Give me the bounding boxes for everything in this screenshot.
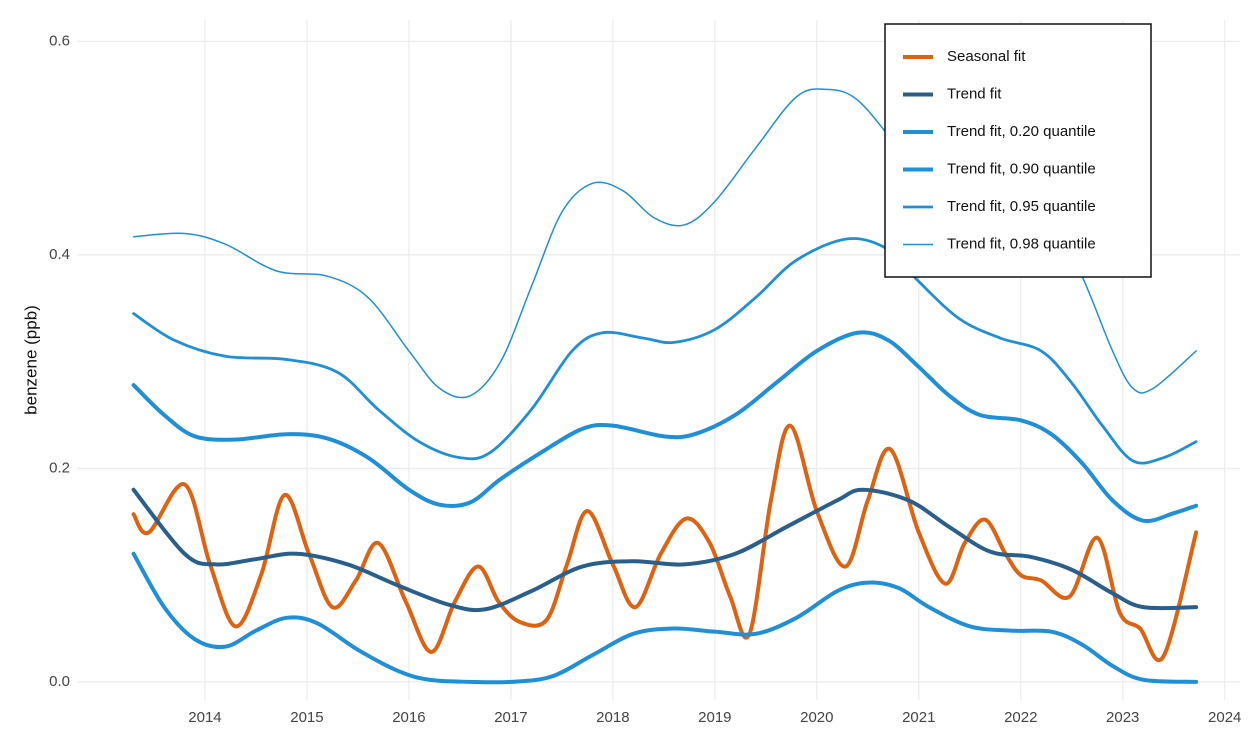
x-tick-label: 2022 xyxy=(1004,709,1037,726)
series-line xyxy=(131,330,1199,524)
legend-label: Seasonal fit xyxy=(947,48,1026,65)
legend: Seasonal fit Trend fit Trend fit, 0.20 qua… xyxy=(884,23,1152,278)
legend-label: Trend fit xyxy=(947,85,1002,102)
legend-label: Trend fit, 0.90 quantile xyxy=(947,160,1096,177)
series-line xyxy=(131,551,1199,685)
y-tick-label: 0.6 xyxy=(49,32,70,49)
y-axis-title: benzene (ppb) xyxy=(21,305,40,415)
y-tick-label: 0.2 xyxy=(49,459,70,476)
y-tick-label: 0.0 xyxy=(49,673,70,690)
x-tick-label: 2019 xyxy=(698,709,731,726)
series-line xyxy=(131,487,1199,613)
x-tick-label: 2016 xyxy=(392,709,425,726)
x-tick-label: 2018 xyxy=(596,709,629,726)
x-tick-label: 2024 xyxy=(1208,709,1241,726)
x-tick-label: 2020 xyxy=(800,709,833,726)
series-line xyxy=(131,423,1199,663)
x-tick-label: 2017 xyxy=(494,709,527,726)
legend-label: Trend fit, 0.20 quantile xyxy=(947,123,1096,140)
x-tick-label: 2021 xyxy=(902,709,935,726)
y-tick-label: 0.4 xyxy=(49,246,70,263)
series-line xyxy=(132,237,1198,465)
legend-label: Trend fit, 0.95 quantile xyxy=(947,198,1096,215)
legend-label: Trend fit, 0.98 quantile xyxy=(947,235,1096,252)
legend-box xyxy=(884,23,1152,278)
x-tick-label: 2014 xyxy=(188,709,221,726)
x-tick-label: 2023 xyxy=(1106,709,1139,726)
x-tick-label: 2015 xyxy=(290,709,323,726)
